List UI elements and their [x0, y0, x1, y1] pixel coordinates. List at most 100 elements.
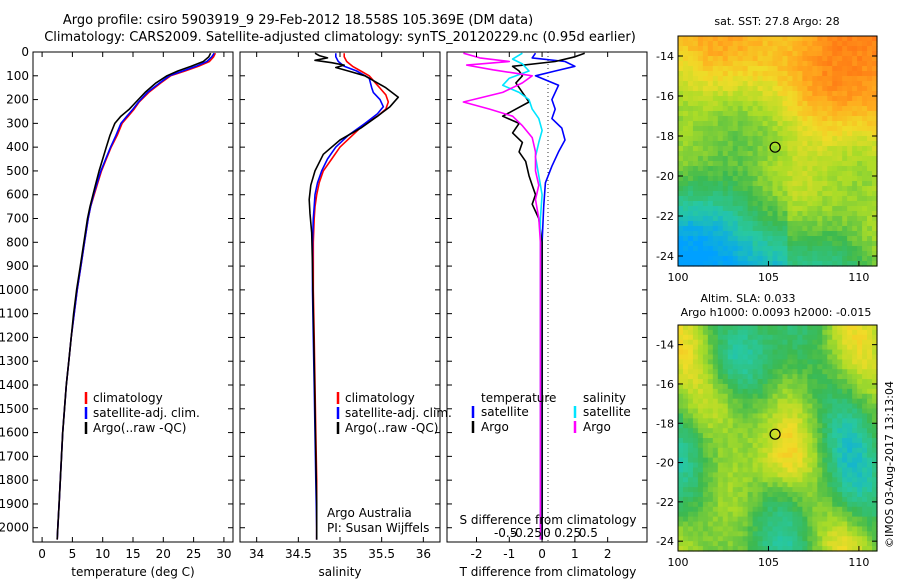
heatmap-cell — [752, 246, 759, 252]
heatmap-cell — [857, 146, 863, 152]
heatmap-cell — [807, 541, 813, 547]
heatmap-cell — [737, 526, 744, 532]
heatmap-cell — [752, 482, 759, 488]
heatmap-cell — [757, 66, 764, 72]
heatmap-cell — [678, 501, 684, 508]
heatmap-cell — [792, 251, 798, 257]
heatmap-cell — [872, 161, 878, 167]
heatmap-cell — [717, 506, 724, 513]
heatmap-cell — [712, 141, 719, 147]
heatmap-cell — [757, 261, 764, 267]
heatmap-cell — [762, 36, 769, 42]
heatmap-cell — [692, 433, 699, 439]
heatmap-cell — [712, 211, 719, 217]
heatmap-cell — [832, 329, 838, 336]
legend-temp-satellite-label: satellite — [481, 405, 529, 419]
heatmap-cell — [867, 531, 873, 537]
heatmap-cell — [742, 516, 749, 523]
heatmap-cell — [687, 101, 694, 107]
heatmap-cell — [757, 116, 764, 122]
heatmap-cell — [712, 364, 719, 370]
heatmap-cell — [842, 146, 848, 152]
heatmap-cell — [712, 206, 719, 212]
heatmap-cell — [757, 334, 764, 341]
heatmap-cell — [857, 359, 863, 365]
heatmap-cell — [732, 151, 739, 157]
heatmap-cell — [847, 151, 853, 157]
heatmap-cell — [697, 541, 704, 547]
heatmap-cell — [827, 186, 833, 192]
heatmap-cell — [837, 101, 843, 107]
heatmap-cell — [797, 428, 803, 434]
heatmap-cell — [782, 131, 789, 137]
heatmap-cell — [862, 511, 868, 518]
heatmap-cell — [722, 501, 729, 508]
heatmap-cell — [827, 329, 833, 336]
heatmap-cell — [812, 221, 818, 227]
heatmap-cell — [802, 393, 808, 400]
heatmap-cell — [757, 156, 764, 162]
heatmap-cell — [712, 388, 719, 395]
heatmap-cell — [817, 374, 823, 380]
heatmap-cell — [717, 131, 724, 137]
heatmap-cell — [757, 96, 764, 102]
heatmap-cell — [847, 403, 853, 410]
heatmap-cell — [682, 349, 689, 356]
heatmap-cell — [742, 201, 749, 207]
heatmap-cell — [742, 86, 749, 92]
heatmap-cell — [697, 344, 704, 351]
heatmap-cell — [802, 482, 808, 488]
heatmap-cell — [847, 531, 853, 537]
heatmap-cell — [772, 541, 779, 547]
heatmap-cell — [852, 186, 858, 192]
heatmap-cell — [847, 536, 853, 542]
heatmap-cell — [697, 146, 704, 152]
heatmap-cell — [777, 374, 784, 380]
heatmap-cell — [847, 246, 853, 252]
heatmap-cell — [757, 467, 764, 473]
series-argo-line — [308, 52, 400, 540]
heatmap-cell — [727, 339, 734, 346]
heatmap-cell — [682, 408, 689, 415]
heatmap-cell — [752, 462, 759, 469]
heatmap-cell — [787, 176, 794, 182]
heatmap-cell — [812, 349, 818, 356]
heatmap-cell — [797, 106, 803, 112]
heatmap-cell — [857, 41, 863, 47]
heatmap-cell — [782, 334, 789, 341]
y-tick-label: 1100 — [0, 307, 29, 321]
heatmap-cell — [777, 261, 784, 267]
heatmap-cell — [757, 176, 764, 182]
heatmap-cell — [742, 531, 749, 537]
heatmap-cell — [807, 96, 813, 102]
heatmap-cell — [872, 181, 878, 187]
heatmap-cell — [777, 126, 784, 132]
heatmap-cell — [732, 61, 739, 67]
heatmap-cell — [762, 477, 769, 483]
heatmap-cell — [762, 511, 769, 518]
heatmap-cell — [732, 81, 739, 87]
heatmap-cell — [862, 161, 868, 167]
heatmap-cell — [792, 487, 798, 493]
heatmap-cell — [702, 526, 709, 532]
heatmap-cell — [762, 131, 769, 137]
heatmap-cell — [747, 369, 754, 375]
heatmap-cell — [732, 176, 739, 182]
heatmap-cell — [797, 521, 803, 528]
heatmap-cell — [702, 181, 709, 187]
heatmap-cell — [712, 329, 719, 336]
heatmap-cell — [678, 398, 684, 405]
heatmap-cell — [678, 91, 684, 97]
heatmap-cell — [777, 462, 784, 469]
heatmap-cell — [857, 66, 863, 72]
heatmap-cell — [857, 433, 863, 439]
heatmap-cell — [762, 374, 769, 380]
heatmap-cell — [707, 369, 714, 375]
heatmap-cell — [717, 408, 724, 415]
heatmap-cell — [837, 256, 843, 262]
heatmap-cell — [742, 452, 749, 459]
y-tick-label: 2000 — [0, 521, 29, 535]
heatmap-cell — [827, 344, 833, 351]
heatmap-cell — [772, 161, 779, 167]
heatmap-cell — [692, 418, 699, 424]
